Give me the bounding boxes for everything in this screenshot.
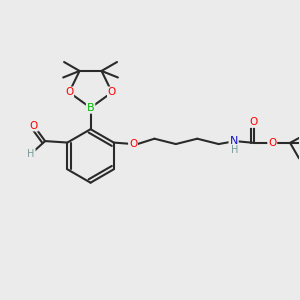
Text: O: O <box>108 87 116 97</box>
Text: H: H <box>230 145 238 155</box>
Text: H: H <box>27 149 35 159</box>
Text: O: O <box>129 139 137 149</box>
Text: N: N <box>230 136 238 146</box>
Text: O: O <box>65 87 73 97</box>
Text: O: O <box>268 138 276 148</box>
Text: O: O <box>250 117 258 127</box>
Text: O: O <box>30 121 38 130</box>
Text: B: B <box>87 103 94 113</box>
